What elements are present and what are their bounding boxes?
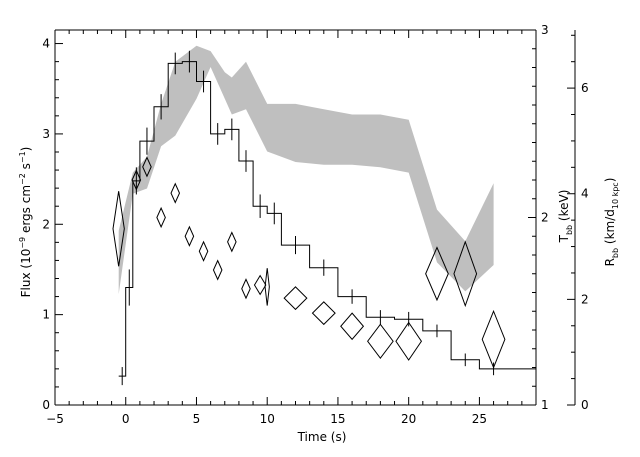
flux-histogram-layer (118, 50, 536, 386)
flux-histogram-line (118, 61, 536, 377)
x-tick-label: 15 (330, 412, 345, 426)
tbb-diamond-6 (198, 240, 209, 262)
tbb-diamond-18 (453, 240, 478, 308)
tbb-diamond-4 (170, 182, 181, 204)
x-tick-label: −5 (46, 412, 64, 426)
rbb-tick-label: 6 (581, 81, 589, 95)
flux-tick-label: 1 (42, 308, 50, 322)
tbb-axis-label: Tbb (keV) (557, 190, 574, 244)
flux-tick-label: 0 (42, 398, 50, 412)
tbb-diamond-1 (131, 169, 142, 191)
tbb-diamond-3 (156, 206, 166, 229)
tbb-diamond-5 (184, 225, 195, 247)
axis-labels-layer: Time (s) Flux (10−9 ergs cm−2 s−1) Tbb (… (18, 147, 620, 444)
flux-tick-label: 2 (42, 217, 50, 231)
flux-axis-label: Flux (10−9 ergs cm−2 s−1) (18, 147, 33, 298)
tbb-diamond-0 (112, 191, 125, 267)
flux-tick-label: 4 (42, 37, 50, 51)
x-tick-label: 10 (260, 412, 275, 426)
x-tick-label: 20 (401, 412, 416, 426)
tbb-diamond-19 (481, 309, 506, 369)
x-tick-label: 5 (193, 412, 201, 426)
rbb-band (118, 45, 494, 295)
rbb-tick-label: 0 (581, 398, 589, 412)
x-tick-label: 25 (472, 412, 487, 426)
rbb-axis-label: Rbb (km/d10 kpc) (603, 178, 620, 267)
x-axis-label: Time (s) (297, 430, 347, 444)
tbb-diamond-12 (283, 286, 308, 311)
rbb-tick-label: 4 (581, 187, 589, 201)
tbb-diamond-15 (367, 323, 394, 359)
x-tick-label: 0 (122, 412, 130, 426)
rbb-tick-label: 2 (581, 292, 589, 306)
tbb-diamond-16 (395, 321, 423, 361)
tbb-diamond-8 (227, 231, 237, 253)
tbb-diamond-2 (142, 156, 152, 178)
tbb-diamond-10 (253, 274, 267, 296)
tbb-tick-label: 3 (541, 23, 549, 37)
tbb-tick-label: 1 (541, 398, 549, 412)
tbb-diamond-7 (212, 259, 223, 281)
tbb-diamond-9 (241, 278, 251, 300)
tbb-diamond-14 (340, 312, 365, 341)
flux-tick-label: 3 (42, 127, 50, 141)
tbb-diamond-layer (112, 156, 506, 369)
tbb-diamond-11 (264, 268, 270, 306)
tbb-diamond-17 (425, 246, 449, 302)
tbb-tick-label: 2 (541, 211, 549, 225)
rbb-band-layer (118, 45, 494, 295)
tbb-diamond-13 (311, 301, 336, 326)
